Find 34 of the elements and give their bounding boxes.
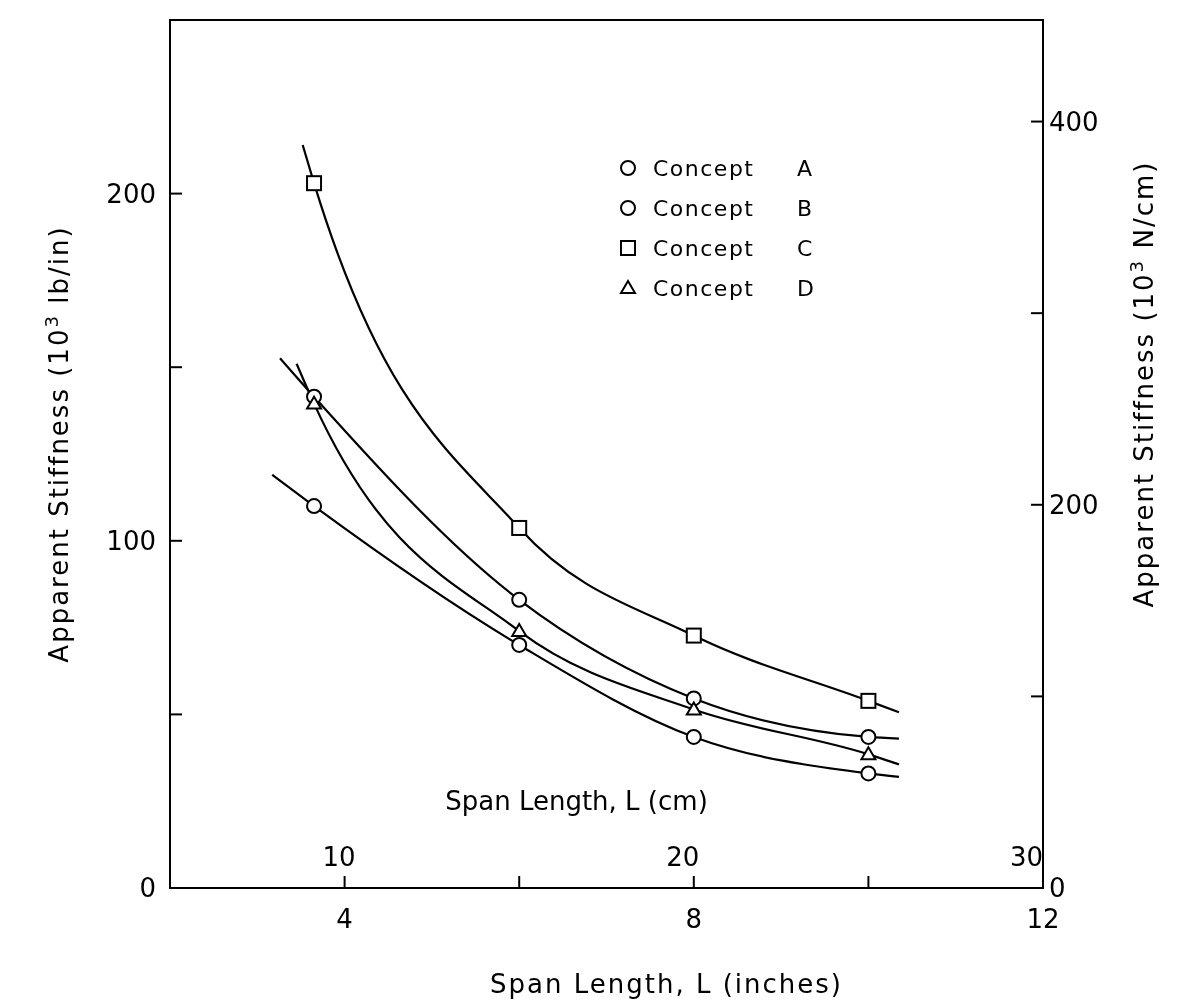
point [306,395,323,410]
x-tick-label: 12 [1026,904,1060,934]
legend-label: Concept A [653,155,814,181]
point [860,765,877,782]
y2-tick-label: 400 [1049,106,1099,137]
y2-tick-label: 200 [1049,489,1099,520]
point [685,690,702,707]
point [685,627,702,644]
legend-label: Concept C [653,235,814,261]
y-tick-label: 200 [106,178,156,209]
x2-tick-label: 30 [1009,842,1044,872]
x-tick-label: 4 [336,904,353,934]
legend-label: Concept D [653,275,816,301]
legend-label: Concept B [653,195,814,221]
point [306,175,323,192]
line-series [301,143,901,714]
x2-tick-label: 10 [322,842,356,872]
x-axis-title: Span Length, L (inches) [490,969,843,999]
point [860,692,877,709]
point [306,498,323,515]
point [685,701,702,716]
x2-axis-title: Span Length, L (cm) [445,786,708,816]
point [511,519,528,536]
point [511,636,528,653]
point [685,728,702,745]
point [860,728,877,745]
x-tick-label: 8 [685,904,703,934]
point [860,746,877,761]
y-tick-label: 100 [106,525,156,556]
x2-tick-label: 20 [666,842,700,872]
y-tick-label: 0 [139,873,156,904]
y2-tick-label: 0 [1049,873,1066,904]
point [511,591,528,608]
point [511,623,528,637]
